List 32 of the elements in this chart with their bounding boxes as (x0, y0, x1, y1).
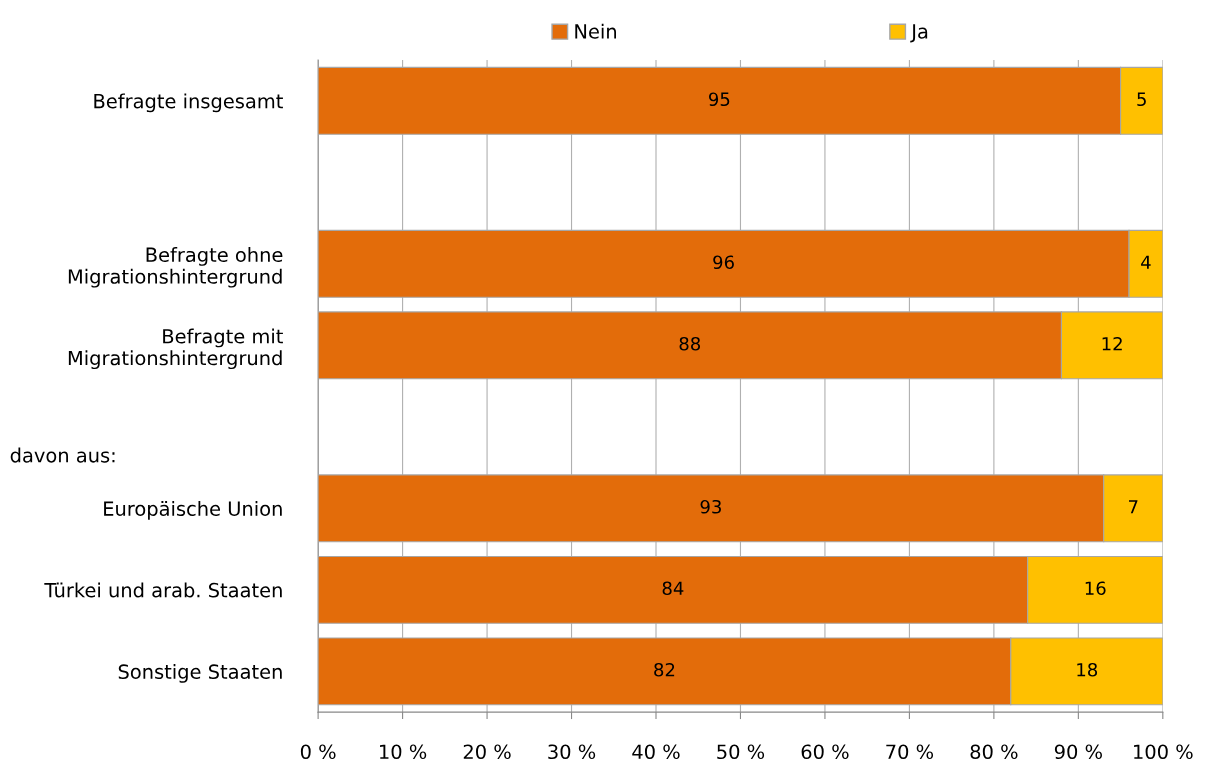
data-label: 12 (1102, 336, 1122, 351)
data-label: 84 (662, 581, 684, 596)
data-label: 4 (1141, 255, 1151, 269)
y-tick-label: Europäische Union (104, 500, 282, 520)
x-tick-label: 50 % (717, 744, 765, 760)
x-tick-label: 100 % (1134, 744, 1193, 760)
x-tick-label: 80 % (970, 744, 1018, 760)
x-tick-label: 20 % (463, 744, 511, 760)
x-tick-label: 40 % (632, 744, 680, 760)
y-tick-label: Befragte ohne Migrationshintergrund (68, 247, 283, 288)
y-tick-label: Befragte insgesamt (94, 93, 283, 113)
x-tick-label: 0 % (300, 744, 336, 760)
text: davon aus: (10, 447, 115, 463)
data-label: 95 (709, 92, 730, 107)
legend-label: Ja (910, 24, 928, 43)
legend-label: Nein (575, 23, 616, 39)
x-tick-label: 10 % (380, 744, 427, 760)
y-tick-label: Befragte mit Migrationshintergrund (68, 328, 283, 370)
data-label: 82 (654, 662, 675, 677)
x-tick-label: 60 % (801, 744, 849, 760)
x-tick-label: 30 % (548, 744, 596, 760)
x-tick-label: 90 % (1054, 744, 1102, 760)
x-tick-label: 70 % (886, 744, 934, 760)
y-tick-label: Türkei und arab. Staaten (44, 582, 282, 598)
data-label: 16 (1085, 581, 1106, 596)
data-label: 18 (1077, 662, 1098, 677)
data-label: 7 (1129, 500, 1138, 514)
data-label: 93 (700, 499, 721, 514)
y-tick-label: Sonstige Staaten (118, 663, 282, 683)
data-label: 96 (713, 255, 734, 270)
data-label: 88 (679, 336, 701, 351)
data-label: 5 (1137, 92, 1146, 107)
